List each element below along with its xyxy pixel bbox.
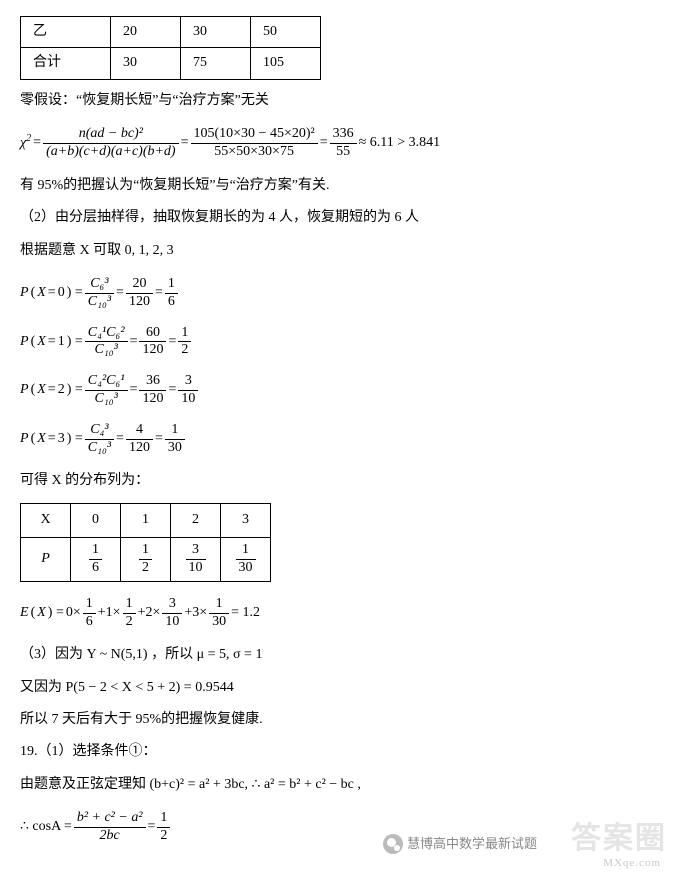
cell: X bbox=[21, 503, 71, 537]
dist-intro: 可得 X 的分布列为： bbox=[20, 470, 657, 492]
cell: 130 bbox=[221, 537, 271, 581]
table-row: P 16 12 310 130 bbox=[21, 537, 271, 581]
cell: 310 bbox=[171, 537, 221, 581]
chi-frac-1: n(ad − bc)² (a+b)(c+d)(a+c)(b+d) bbox=[43, 126, 179, 161]
mult: +2× bbox=[138, 602, 161, 624]
cosA-lhs: ∴ cosA = bbox=[20, 816, 72, 838]
cell: 20 bbox=[111, 17, 181, 48]
cell: 0 bbox=[71, 503, 121, 537]
cell: P bbox=[21, 537, 71, 581]
conclusion-1: 有 95%的把握认为“恢复期长短”与“治疗方案”有关. bbox=[20, 175, 657, 197]
prob-row-1: P(X = 1) = C₄¹C₆²C₁₀³ = 60120 = 12 bbox=[20, 325, 657, 360]
distribution-table: X 0 1 2 3 P 16 12 310 130 bbox=[20, 503, 271, 582]
prob-row-3: P(X = 3) = C₄³C₁₀³ = 4120 = 130 bbox=[20, 422, 657, 457]
mult: +3× bbox=[184, 602, 207, 624]
cell: 3 bbox=[221, 503, 271, 537]
chi-frac-3: 336 55 bbox=[330, 126, 357, 161]
data-table-top: 乙 20 30 50 合计 30 75 105 bbox=[20, 16, 321, 80]
chi-squared-formula: χ2 = n(ad − bc)² (a+b)(c+d)(a+c)(b+d) = … bbox=[20, 126, 657, 161]
cell: 75 bbox=[181, 48, 251, 79]
cell: 30 bbox=[181, 17, 251, 48]
table-row: X 0 1 2 3 bbox=[21, 503, 271, 537]
cos-a-formula: ∴ cosA = b² + c² − a²2bc = 12 bbox=[20, 810, 657, 845]
null-hypothesis-text: 零假设：“恢复期长短”与“治疗方案”无关 bbox=[20, 90, 657, 112]
part3-b: 又因为 P(5 − 2 < X < 5 + 2) = 0.9544 bbox=[20, 677, 657, 699]
watermark-sub: MXqe.com bbox=[603, 855, 661, 873]
cell: 1 bbox=[121, 503, 171, 537]
chi-tail: ≈ 6.11 > 3.841 bbox=[359, 132, 441, 154]
part3-c: 所以 7 天后有大于 95%的把握恢复健康. bbox=[20, 709, 657, 731]
cell: 16 bbox=[71, 537, 121, 581]
chi-sym: χ2 bbox=[20, 131, 31, 155]
chi-frac-2: 105(10×30 − 45×20)² 55×50×30×75 bbox=[191, 126, 318, 161]
cell: 12 bbox=[121, 537, 171, 581]
cell: 50 bbox=[251, 17, 321, 48]
cell: 30 bbox=[111, 48, 181, 79]
cell: 合计 bbox=[21, 48, 111, 79]
eq-sign: = bbox=[320, 132, 328, 154]
prob-row-0: P(X = 0) = C₆³C₁₀³ = 20120 = 16 bbox=[20, 276, 657, 311]
ex-result: = 1.2 bbox=[231, 602, 260, 624]
cell: 2 bbox=[171, 503, 221, 537]
expected-value: E(X) = 0× 16 +1× 12 +2× 310 +3× 130 = 1.… bbox=[20, 596, 657, 631]
eq-sign: = bbox=[181, 132, 189, 154]
part2-intro: （2）由分层抽样得，抽取恢复期长的为 4 人，恢复期短的为 6 人 bbox=[20, 207, 657, 229]
eq-sign: = bbox=[33, 132, 41, 154]
table-row: 合计 30 75 105 bbox=[21, 48, 321, 79]
q19-line-a: 由题意及正弦定理知 (b+c)² = a² + 3bc, ∴ a² = b² +… bbox=[20, 774, 657, 796]
prob-row-2: P(X = 2) = C₄²C₆¹C₁₀³ = 36120 = 310 bbox=[20, 373, 657, 408]
cell: 105 bbox=[251, 48, 321, 79]
x-values-text: 根据题意 X 可取 0, 1, 2, 3 bbox=[20, 240, 657, 262]
part3-a: （3）因为 Y ~ N(5,1) ，所以 μ = 5, σ = 1 bbox=[20, 644, 657, 666]
table-row: 乙 20 30 50 bbox=[21, 17, 321, 48]
q19-header: 19.（1）选择条件①： bbox=[20, 741, 657, 763]
mult: 0× bbox=[66, 602, 81, 624]
cell: 乙 bbox=[21, 17, 111, 48]
mult: +1× bbox=[98, 602, 121, 624]
